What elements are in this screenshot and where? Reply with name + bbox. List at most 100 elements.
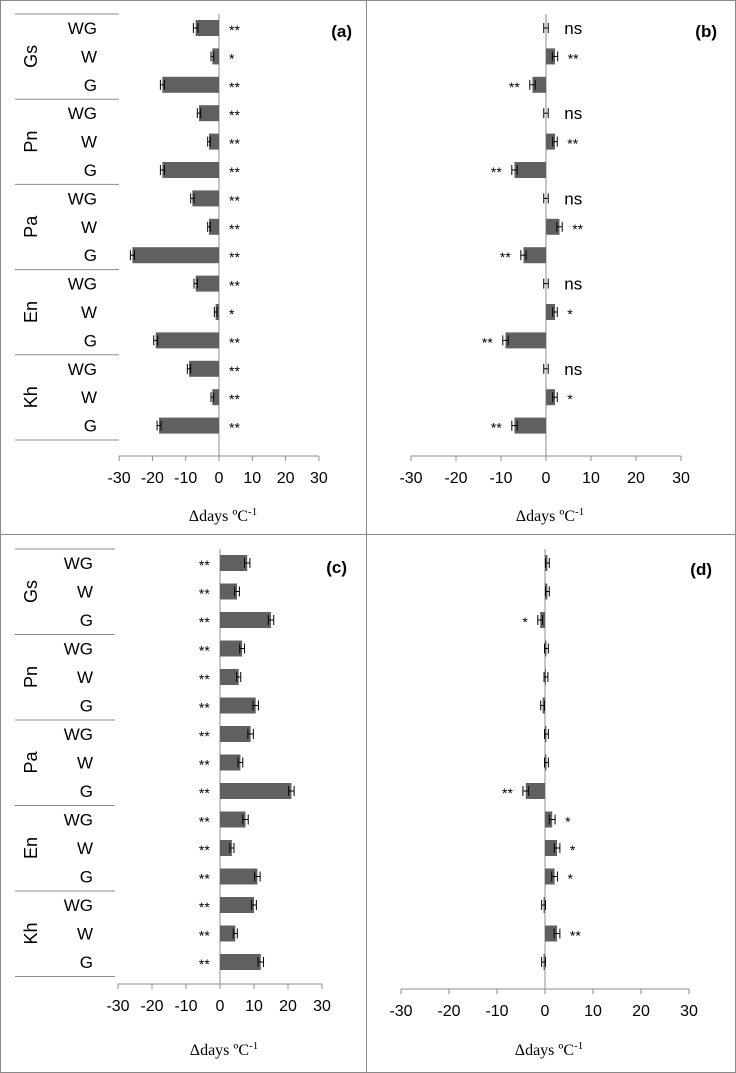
significance-label: * xyxy=(229,306,235,322)
bar xyxy=(220,840,232,856)
bar xyxy=(546,48,555,65)
significance-label: ** xyxy=(500,249,511,265)
significance-label: * xyxy=(570,842,576,858)
bar xyxy=(209,218,219,235)
significance-label: ** xyxy=(502,785,513,801)
x-axis-title-main: Δdays ºC xyxy=(515,1042,574,1059)
group-label: Kh xyxy=(21,386,41,408)
group-label: Pn xyxy=(21,131,41,153)
bar xyxy=(220,954,261,970)
significance-label: ** xyxy=(199,928,210,944)
panel-b: -30 -20 -10 0 10 20 30 Δdays ºC-1 (b) ns ** ** ns ** *… xyxy=(366,0,736,536)
x-axis-title-superscript: -1 xyxy=(575,506,584,518)
x-axis-title: Δdays ºC-1 xyxy=(189,506,257,525)
significance-label: ** xyxy=(229,22,240,38)
x-tick-label: -30 xyxy=(106,998,129,1015)
significance-label: * xyxy=(229,50,235,66)
bar xyxy=(155,332,219,349)
category-label: WG xyxy=(68,275,97,294)
category-label: WG xyxy=(68,360,97,379)
category-label: WG xyxy=(64,554,93,573)
group-label: Gs xyxy=(21,45,41,68)
significance-label: ** xyxy=(199,671,210,687)
significance-label: ** xyxy=(199,842,210,858)
group-label: Gs xyxy=(21,580,41,603)
x-tick-label: -30 xyxy=(389,1003,412,1020)
category-label: W xyxy=(77,583,93,602)
bar xyxy=(162,162,219,178)
x-axis-title-superscript: -1 xyxy=(248,506,257,518)
significance-label: ** xyxy=(482,334,493,350)
x-tick-label: 10 xyxy=(245,998,263,1015)
significance-label: ** xyxy=(199,871,210,887)
significance-label: ** xyxy=(229,221,240,237)
x-axis-title: Δdays ºC-1 xyxy=(515,1040,583,1059)
category-label: G xyxy=(80,782,93,801)
significance-label: ** xyxy=(229,278,240,294)
category-label: W xyxy=(77,925,93,944)
category-label: G xyxy=(84,331,97,350)
category-label: G xyxy=(80,868,93,887)
category-label: W xyxy=(81,303,97,322)
significance-label: ** xyxy=(199,785,210,801)
bar xyxy=(220,669,239,685)
bar xyxy=(192,190,219,207)
x-axis-title-main: Δdays ºC xyxy=(189,508,248,525)
significance-label: ns xyxy=(564,275,582,294)
x-tick-label: 0 xyxy=(542,470,551,487)
x-axis-title-main: Δdays ºC xyxy=(516,508,575,525)
significance-label: ** xyxy=(229,107,240,123)
significance-label: ns xyxy=(564,360,582,379)
significance-label: ** xyxy=(199,586,210,602)
significance-label: ** xyxy=(572,221,583,237)
x-axis-title-superscript: -1 xyxy=(574,1040,583,1052)
panel-label: (d) xyxy=(690,560,712,579)
panel-label: (a) xyxy=(331,22,352,41)
group-label: Pn xyxy=(21,666,41,688)
category-label: G xyxy=(80,611,93,630)
bar xyxy=(523,247,546,264)
category-label: WG xyxy=(64,896,93,915)
significance-label: ** xyxy=(229,334,240,350)
panel-c: -30 -20 -10 0 10 20 30 Δdays ºC-1 (c) Gs WG W G Pn WG W… xyxy=(0,534,368,1073)
significance-label: ** xyxy=(229,136,240,152)
bar xyxy=(220,868,258,885)
panel-label: (c) xyxy=(326,558,347,577)
significance-label: ** xyxy=(199,956,210,972)
bar xyxy=(546,218,560,235)
significance-label: ns xyxy=(564,189,582,208)
x-axis-title-main: Δdays ºC xyxy=(190,1042,249,1059)
significance-label: * xyxy=(567,391,573,407)
category-label: WG xyxy=(64,725,93,744)
bar xyxy=(546,133,555,150)
x-tick-label: 30 xyxy=(313,998,331,1015)
bar xyxy=(220,583,237,600)
bar xyxy=(220,897,254,913)
x-tick-label: 30 xyxy=(310,470,328,487)
bar xyxy=(209,133,219,150)
group-label: En xyxy=(21,301,41,323)
significance-label: ** xyxy=(199,643,210,659)
category-label: G xyxy=(80,697,93,716)
significance-label: ** xyxy=(229,192,240,208)
x-tick-label: -30 xyxy=(108,470,131,487)
bar xyxy=(220,925,236,942)
significance-label: ** xyxy=(229,363,240,379)
x-tick-label: 0 xyxy=(216,998,225,1015)
significance-label: ** xyxy=(229,79,240,95)
category-label: G xyxy=(84,246,97,265)
x-tick-label: -20 xyxy=(141,470,164,487)
bar xyxy=(189,360,219,377)
x-tick-label: 10 xyxy=(584,1003,602,1020)
significance-label: ** xyxy=(199,700,210,716)
bar xyxy=(532,76,546,93)
x-tick-label: 0 xyxy=(215,470,224,487)
bar xyxy=(195,20,219,36)
x-tick-label: 20 xyxy=(279,998,297,1015)
significance-label: * xyxy=(567,871,573,887)
significance-label: * xyxy=(522,614,528,630)
category-label: WG xyxy=(68,104,97,123)
bar xyxy=(220,640,243,657)
